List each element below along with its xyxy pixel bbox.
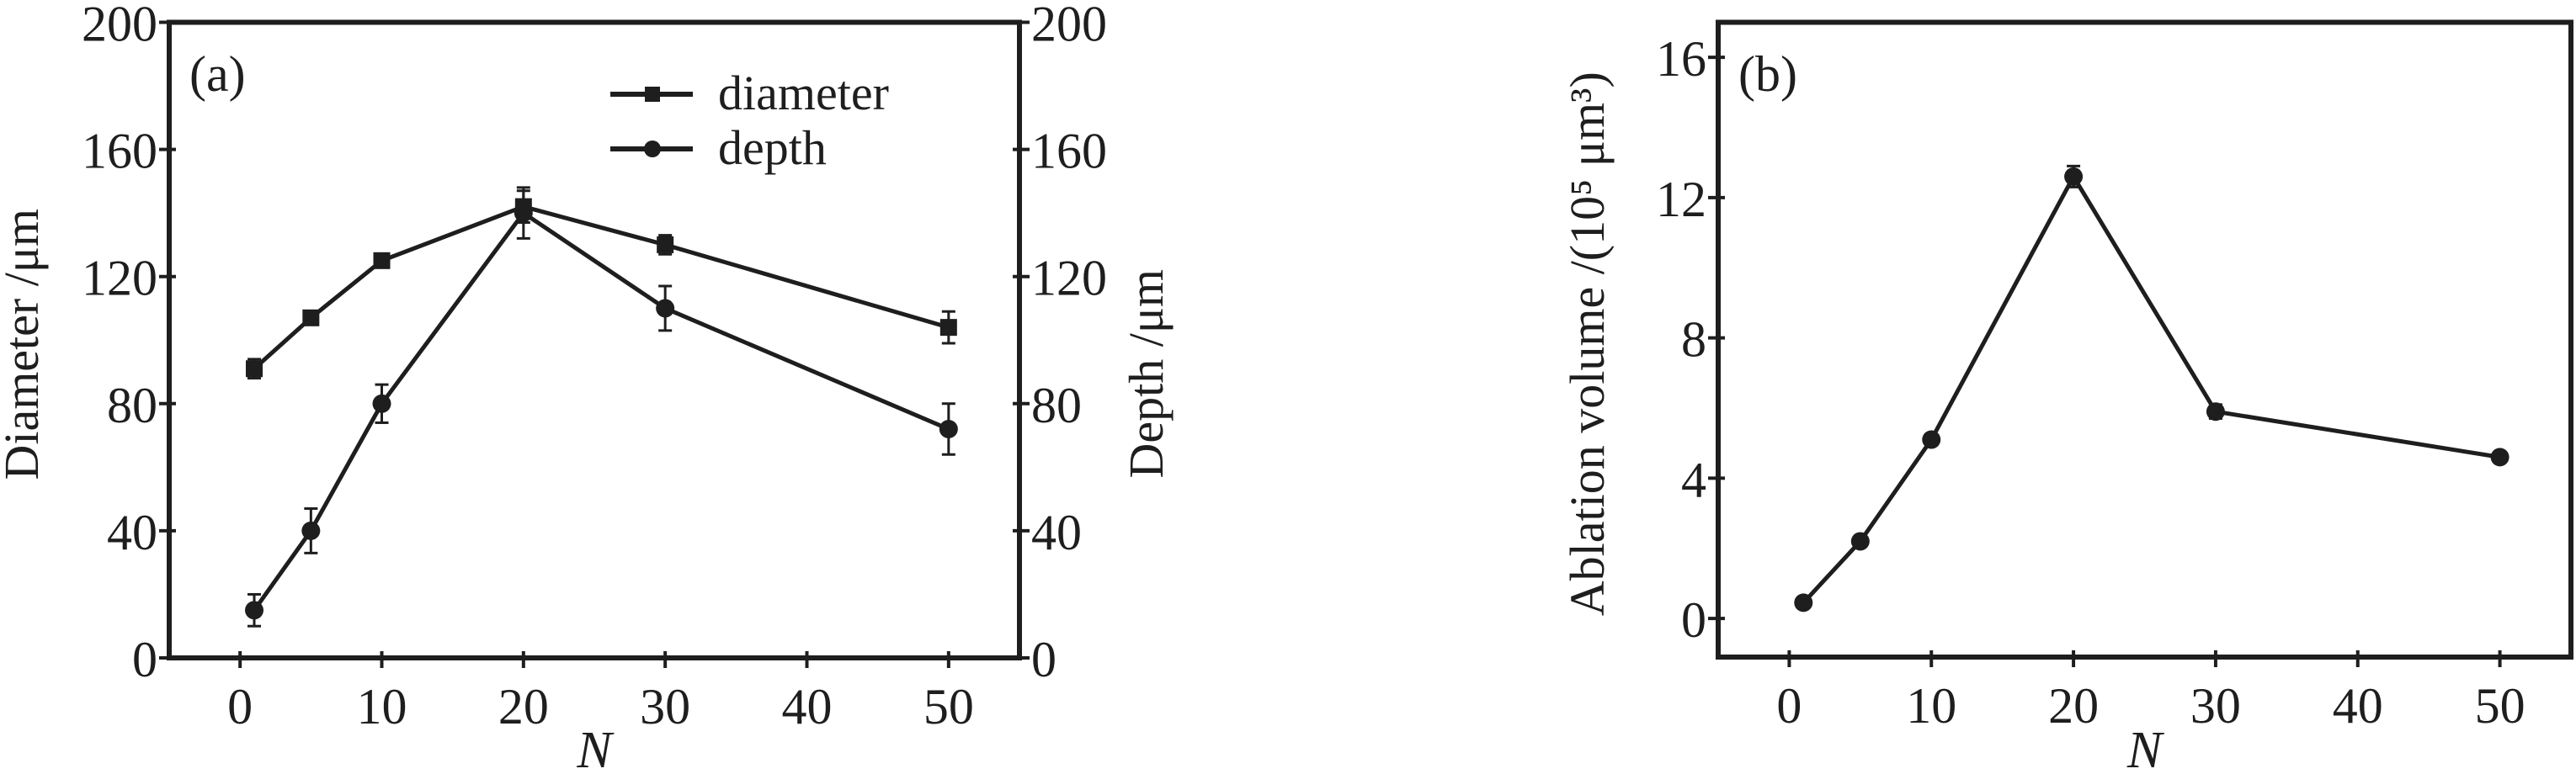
y-tick-label: 4: [1681, 452, 1706, 507]
y2-tick-label: 40: [1031, 505, 1082, 560]
legend-marker: [645, 87, 660, 102]
y2-tick-label: 200: [1031, 0, 1107, 52]
y-tick-label: 200: [82, 0, 157, 52]
x-axis-label: N: [2126, 722, 2165, 774]
data-point: [657, 236, 674, 253]
chart-b: 0 10 20 30 40 50 0 4 8 12 16 Ablation volume /(10⁵ …: [1560, 19, 2573, 774]
y-axis-label: Diameter /μm: [0, 209, 49, 480]
x-tick-label: 50: [923, 679, 974, 734]
data-point: [656, 299, 675, 318]
y-tick-label: 8: [1681, 312, 1706, 368]
y2-tick-label: 80: [1031, 378, 1082, 433]
x-tick-label: 40: [782, 679, 833, 734]
y-tick-label: 0: [1681, 592, 1706, 648]
panel-label: (a): [189, 46, 246, 102]
data-point: [246, 360, 263, 378]
data-point: [301, 521, 321, 540]
data-point: [302, 309, 320, 326]
y-tick-label: 80: [107, 378, 157, 433]
y-tick-label: 160: [82, 124, 157, 179]
y-tick-label: 12: [1656, 172, 1706, 227]
x-tick-label: 30: [2190, 678, 2241, 734]
x-tick-label: 20: [498, 679, 549, 734]
data-point: [1794, 593, 1813, 612]
data-point: [1850, 532, 1870, 551]
data-point: [514, 204, 533, 223]
series-line: [253, 204, 950, 371]
plot-frame: [1716, 19, 2573, 660]
series-diameter: [246, 189, 957, 380]
y2-tick-label: 120: [1031, 251, 1107, 306]
panel-label: (b): [1738, 46, 1797, 102]
data-point: [245, 601, 263, 620]
series-depth: [245, 186, 958, 628]
chart-a: 0 10 20 30 40 50 0 40 80 120 160 200 0 40 80 120 160 200 D…: [0, 0, 1174, 774]
data-point: [373, 252, 391, 269]
data-point: [372, 394, 391, 413]
plot-frame: [167, 19, 1022, 660]
y2-tick-label: 0: [1031, 632, 1056, 687]
data-point: [1922, 430, 1941, 449]
y-tick-label: 120: [82, 251, 157, 306]
series-line: [1802, 172, 2500, 605]
x-tick-label: 50: [2475, 678, 2525, 734]
y-tick-label: 0: [132, 632, 157, 687]
y-axis-label: Ablation volume /(10⁵ μm³): [1560, 72, 1615, 616]
y2-axis-label: Depth /μm: [1119, 269, 1174, 479]
data-point: [2064, 167, 2084, 186]
x-tick-label: 30: [640, 679, 690, 734]
x-tick-label: 10: [1906, 678, 1956, 734]
y2-tick-label: 160: [1031, 124, 1107, 179]
x-tick-label: 40: [2333, 678, 2383, 734]
legend-marker: [644, 140, 661, 157]
series-line: [252, 209, 950, 612]
x-tick-label: 0: [1776, 678, 1802, 734]
data-point: [939, 319, 957, 337]
data-point: [939, 420, 958, 439]
x-axis-label: N: [576, 722, 615, 774]
legend-label: diameter: [718, 66, 889, 120]
x-tick-label: 0: [227, 679, 253, 734]
series-volume: [1794, 164, 2509, 612]
y-tick-label: 40: [107, 505, 157, 560]
data-point: [2490, 448, 2509, 467]
x-tick-label: 10: [357, 679, 407, 734]
y-tick-label: 16: [1656, 31, 1706, 87]
legend-label: depth: [718, 120, 827, 175]
x-tick-label: 20: [2048, 678, 2099, 734]
data-point: [2206, 402, 2225, 421]
